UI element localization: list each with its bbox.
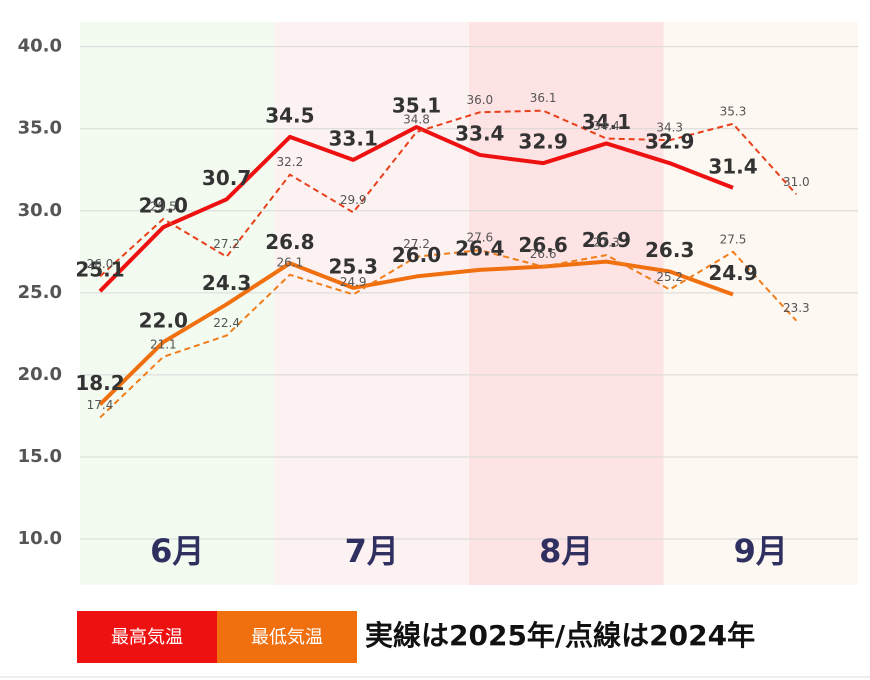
y-tick-label: 25.0 [18,282,62,303]
data-label: 18.2 [75,371,124,395]
data-label: 31.4 [708,154,757,178]
month-band [274,22,469,585]
data-label: 34.8 [403,112,430,126]
data-label: 25.3 [329,254,378,278]
month-label: 6月 [150,532,204,570]
data-label: 34.1 [582,110,631,134]
data-label: 26.6 [530,247,557,261]
y-tick-label: 10.0 [18,528,62,549]
month-label: 7月 [345,532,399,570]
month-band [663,22,858,585]
data-label: 27.6 [466,231,493,245]
annotation: 実線は2025年/点線は2024年 [365,619,755,652]
line-solid [98,125,734,293]
line-dashed [99,249,798,419]
data-label: 34.4 [593,119,620,133]
month-band [469,22,664,585]
data-label: 22.4 [213,316,240,330]
data-label: 24.3 [202,271,251,295]
data-label: 27.2 [213,237,240,251]
data-label: 26.9 [582,228,631,252]
legend-swatch [77,611,217,663]
data-label: 26.1 [277,255,304,269]
y-tick-label: 30.0 [18,200,62,221]
data-label: 26.0 [392,243,441,267]
data-label: 26.4 [455,236,504,260]
data-label: 17.4 [87,398,114,412]
data-label: 36.0 [466,93,493,107]
data-label: 26.8 [265,230,314,254]
month-band [80,22,275,585]
data-label: 27.2 [403,237,430,251]
data-label: 23.3 [783,301,810,315]
y-tick-label: 40.0 [18,36,62,57]
data-label: 33.1 [329,126,378,150]
data-label: 26.0 [87,257,114,271]
data-label: 34.5 [265,103,314,127]
data-label: 25.2 [656,270,683,284]
legend-label: 最高気温 [111,627,183,648]
data-label: 22.0 [139,309,188,333]
data-label: 27.5 [720,232,747,246]
data-label: 32.9 [518,130,567,154]
data-label: 29.5 [150,199,177,213]
data-label: 24.9 [340,275,367,289]
line-dashed [99,109,798,278]
data-label: 25.1 [75,258,124,282]
line-solid [98,259,734,406]
legend-label: 最低気温 [251,627,323,648]
data-label: 24.9 [708,261,757,285]
data-label: 30.7 [202,166,251,190]
data-label: 35.1 [392,94,441,118]
y-tick-label: 20.0 [18,364,62,385]
data-label: 26.3 [645,238,694,262]
data-label: 32.9 [645,130,694,154]
y-tick-label: 15.0 [18,446,62,467]
data-label: 35.3 [720,104,747,118]
data-label: 36.1 [530,91,557,105]
month-label: 9月 [734,532,788,570]
data-label: 31.0 [783,175,810,189]
data-label: 32.2 [277,155,304,169]
data-label: 29.9 [340,193,367,207]
data-label: 27.3 [593,236,620,250]
data-label: 34.3 [656,121,683,135]
legend-swatch [217,611,357,663]
y-tick-label: 35.0 [18,118,62,139]
data-label: 33.4 [455,121,504,145]
data-label: 21.1 [150,337,177,351]
data-label: 29.0 [139,194,188,218]
month-label: 8月 [539,532,593,570]
data-label: 26.6 [518,233,567,257]
